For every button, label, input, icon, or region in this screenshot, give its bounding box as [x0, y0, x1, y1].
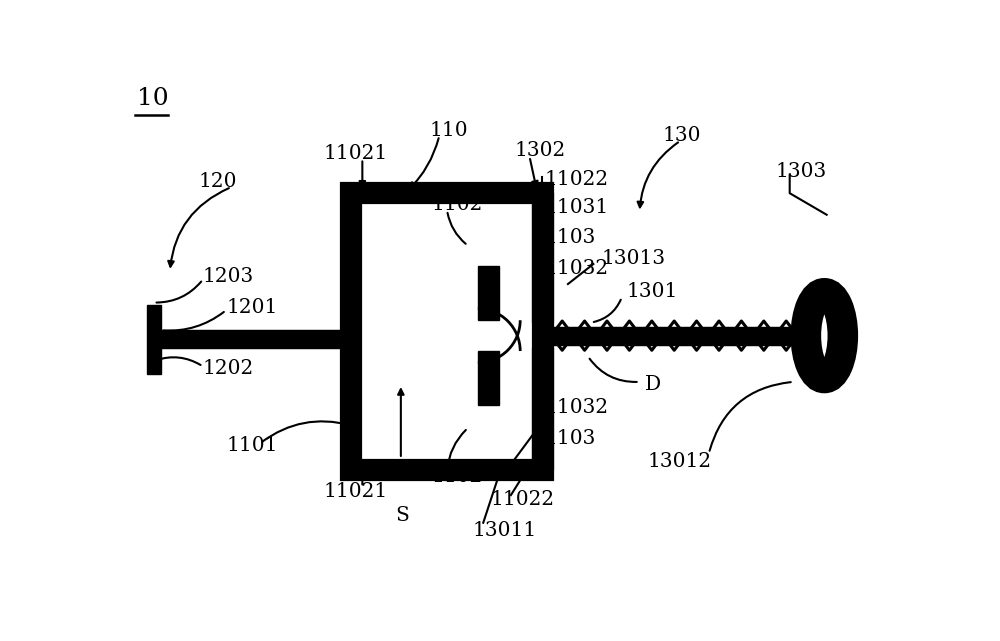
- Text: 11032: 11032: [545, 398, 609, 417]
- Text: 120: 120: [198, 172, 237, 191]
- Text: 1101: 1101: [226, 437, 278, 455]
- Text: 11022: 11022: [545, 170, 609, 189]
- Text: 1302: 1302: [514, 141, 565, 160]
- Text: 1203: 1203: [203, 267, 254, 286]
- Text: 10: 10: [137, 87, 168, 110]
- Text: 13013: 13013: [601, 249, 665, 268]
- Text: 13012: 13012: [647, 452, 711, 470]
- Text: 11032: 11032: [545, 259, 609, 278]
- Text: 1102: 1102: [432, 467, 483, 486]
- Text: 1303: 1303: [776, 162, 827, 181]
- Text: 1301: 1301: [626, 282, 678, 301]
- Bar: [542, 336, 549, 357]
- Text: 11031: 11031: [545, 197, 609, 217]
- Bar: [478, 351, 499, 405]
- Text: 1103: 1103: [545, 429, 596, 447]
- Text: 1202: 1202: [203, 359, 254, 378]
- Bar: [147, 305, 161, 374]
- Bar: [478, 267, 499, 320]
- Text: 11021: 11021: [324, 483, 388, 501]
- Text: 1103: 1103: [545, 228, 596, 247]
- Bar: [351, 193, 543, 470]
- Text: 13011: 13011: [472, 521, 537, 540]
- Ellipse shape: [806, 294, 843, 378]
- Text: 11022: 11022: [491, 490, 555, 509]
- Text: 130: 130: [663, 126, 701, 145]
- Text: 110: 110: [429, 121, 468, 140]
- Text: 1102: 1102: [432, 196, 483, 214]
- Text: 11031: 11031: [491, 460, 555, 478]
- Bar: [542, 314, 549, 336]
- Text: S: S: [395, 506, 409, 524]
- Text: D: D: [645, 374, 661, 394]
- Text: 11021: 11021: [324, 144, 388, 163]
- Text: 1201: 1201: [226, 297, 277, 317]
